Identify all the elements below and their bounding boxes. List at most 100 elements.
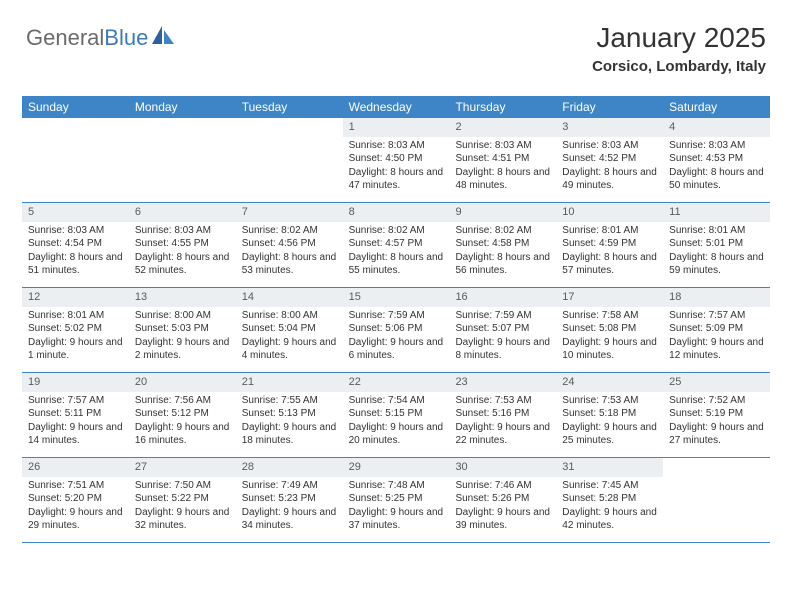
daylight-text: Daylight: 9 hours and 39 minutes.: [455, 506, 550, 533]
day-number: 10: [556, 203, 663, 222]
sunrise-text: Sunrise: 7:59 AM: [349, 309, 444, 323]
daylight-text: Daylight: 8 hours and 52 minutes.: [135, 251, 230, 278]
sunrise-text: Sunrise: 8:03 AM: [349, 139, 444, 153]
sunset-text: Sunset: 5:01 PM: [669, 237, 764, 251]
day-body: Sunrise: 8:03 AMSunset: 4:52 PMDaylight:…: [556, 139, 663, 197]
day-number: 30: [449, 458, 556, 477]
location: Corsico, Lombardy, Italy: [592, 58, 766, 75]
sunset-text: Sunset: 4:51 PM: [455, 152, 550, 166]
sunset-text: Sunset: 4:55 PM: [135, 237, 230, 251]
weekday-header-row: Sunday Monday Tuesday Wednesday Thursday…: [22, 96, 770, 118]
week-row: 26Sunrise: 7:51 AMSunset: 5:20 PMDayligh…: [22, 458, 770, 543]
sunset-text: Sunset: 5:28 PM: [562, 492, 657, 506]
daylight-text: Daylight: 8 hours and 53 minutes.: [242, 251, 337, 278]
sunrise-text: Sunrise: 7:49 AM: [242, 479, 337, 493]
day-body: Sunrise: 7:49 AMSunset: 5:23 PMDaylight:…: [236, 479, 343, 537]
day-cell: [22, 118, 129, 202]
day-cell: 6 Sunrise: 8:03 AMSunset: 4:55 PMDaylight…: [129, 203, 236, 287]
daylight-text: Daylight: 8 hours and 51 minutes.: [28, 251, 123, 278]
day-cell: 19Sunrise: 7:57 AMSunset: 5:11 PMDayligh…: [22, 373, 129, 457]
sunrise-text: Sunrise: 8:03 AM: [455, 139, 550, 153]
sunset-text: Sunset: 5:23 PM: [242, 492, 337, 506]
sunrise-text: Sunrise: 7:52 AM: [669, 394, 764, 408]
weeks-container: 1Sunrise: 8:03 AMSunset: 4:50 PMDaylight…: [22, 118, 770, 543]
day-number: 19: [22, 373, 129, 392]
sunrise-text: Sunrise: 8:01 AM: [562, 224, 657, 238]
daylight-text: Daylight: 8 hours and 57 minutes.: [562, 251, 657, 278]
sunset-text: Sunset: 5:11 PM: [28, 407, 123, 421]
day-number: 20: [129, 373, 236, 392]
daylight-text: Daylight: 8 hours and 47 minutes.: [349, 166, 444, 193]
day-cell: 22Sunrise: 7:54 AMSunset: 5:15 PMDayligh…: [343, 373, 450, 457]
daylight-text: Daylight: 9 hours and 34 minutes.: [242, 506, 337, 533]
daylight-text: Daylight: 9 hours and 16 minutes.: [135, 421, 230, 448]
day-number: 18: [663, 288, 770, 307]
sunset-text: Sunset: 4:53 PM: [669, 152, 764, 166]
day-number: 23: [449, 373, 556, 392]
day-number: 27: [129, 458, 236, 477]
day-cell: 28Sunrise: 7:49 AMSunset: 5:23 PMDayligh…: [236, 458, 343, 542]
day-number: 3: [556, 118, 663, 137]
sunset-text: Sunset: 5:18 PM: [562, 407, 657, 421]
day-cell: 2Sunrise: 8:03 AMSunset: 4:51 PMDaylight…: [449, 118, 556, 202]
day-number: 13: [129, 288, 236, 307]
sunset-text: Sunset: 5:12 PM: [135, 407, 230, 421]
sunset-text: Sunset: 5:25 PM: [349, 492, 444, 506]
day-body: Sunrise: 7:51 AMSunset: 5:20 PMDaylight:…: [22, 479, 129, 537]
sunrise-text: Sunrise: 8:03 AM: [135, 224, 230, 238]
sunrise-text: Sunrise: 8:00 AM: [135, 309, 230, 323]
sunrise-text: Sunrise: 8:00 AM: [242, 309, 337, 323]
sunset-text: Sunset: 4:50 PM: [349, 152, 444, 166]
day-body: Sunrise: 8:03 AMSunset: 4:55 PMDaylight:…: [129, 224, 236, 282]
sunset-text: Sunset: 4:57 PM: [349, 237, 444, 251]
sunrise-text: Sunrise: 7:59 AM: [455, 309, 550, 323]
day-body: Sunrise: 8:03 AMSunset: 4:53 PMDaylight:…: [663, 139, 770, 197]
day-cell: [129, 118, 236, 202]
day-number: 11: [663, 203, 770, 222]
day-number: 14: [236, 288, 343, 307]
day-number: 6: [129, 203, 236, 222]
sunrise-text: Sunrise: 7:58 AM: [562, 309, 657, 323]
daylight-text: Daylight: 9 hours and 18 minutes.: [242, 421, 337, 448]
day-cell: 14Sunrise: 8:00 AMSunset: 5:04 PMDayligh…: [236, 288, 343, 372]
header-right: January 2025 Corsico, Lombardy, Italy: [592, 22, 766, 75]
daylight-text: Daylight: 8 hours and 56 minutes.: [455, 251, 550, 278]
weekday-header: Saturday: [663, 96, 770, 118]
day-body: Sunrise: 7:59 AMSunset: 5:07 PMDaylight:…: [449, 309, 556, 367]
sunrise-text: Sunrise: 7:57 AM: [669, 309, 764, 323]
day-body: Sunrise: 8:02 AMSunset: 4:58 PMDaylight:…: [449, 224, 556, 282]
daylight-text: Daylight: 9 hours and 37 minutes.: [349, 506, 444, 533]
day-cell: 30 Sunrise: 7:46 AMSunset: 5:26 PMDayligh…: [449, 458, 556, 542]
sunrise-text: Sunrise: 7:50 AM: [135, 479, 230, 493]
day-cell: 11Sunrise: 8:01 AMSunset: 5:01 PMDayligh…: [663, 203, 770, 287]
day-number: 2: [449, 118, 556, 137]
day-body: Sunrise: 7:56 AMSunset: 5:12 PMDaylight:…: [129, 394, 236, 452]
day-cell: 12Sunrise: 8:01 AMSunset: 5:02 PMDayligh…: [22, 288, 129, 372]
sunset-text: Sunset: 5:09 PM: [669, 322, 764, 336]
daylight-text: Daylight: 9 hours and 8 minutes.: [455, 336, 550, 363]
daylight-text: Daylight: 9 hours and 25 minutes.: [562, 421, 657, 448]
sunrise-text: Sunrise: 7:53 AM: [562, 394, 657, 408]
day-cell: 29Sunrise: 7:48 AMSunset: 5:25 PMDayligh…: [343, 458, 450, 542]
daylight-text: Daylight: 9 hours and 2 minutes.: [135, 336, 230, 363]
daylight-text: Daylight: 8 hours and 49 minutes.: [562, 166, 657, 193]
day-cell: 25Sunrise: 7:52 AMSunset: 5:19 PMDayligh…: [663, 373, 770, 457]
day-body: Sunrise: 8:03 AMSunset: 4:50 PMDaylight:…: [343, 139, 450, 197]
sunset-text: Sunset: 5:06 PM: [349, 322, 444, 336]
sunset-text: Sunset: 4:52 PM: [562, 152, 657, 166]
day-cell: 13Sunrise: 8:00 AMSunset: 5:03 PMDayligh…: [129, 288, 236, 372]
day-body: Sunrise: 8:02 AMSunset: 4:57 PMDaylight:…: [343, 224, 450, 282]
daylight-text: Daylight: 9 hours and 4 minutes.: [242, 336, 337, 363]
day-body: Sunrise: 7:46 AMSunset: 5:26 PMDaylight:…: [449, 479, 556, 537]
sunset-text: Sunset: 4:54 PM: [28, 237, 123, 251]
weekday-header: Monday: [129, 96, 236, 118]
day-number: 24: [556, 373, 663, 392]
sunrise-text: Sunrise: 7:55 AM: [242, 394, 337, 408]
day-cell: 9Sunrise: 8:02 AMSunset: 4:58 PMDaylight…: [449, 203, 556, 287]
sunset-text: Sunset: 5:13 PM: [242, 407, 337, 421]
sunrise-text: Sunrise: 7:54 AM: [349, 394, 444, 408]
day-body: Sunrise: 8:02 AMSunset: 4:56 PMDaylight:…: [236, 224, 343, 282]
sunrise-text: Sunrise: 8:02 AM: [242, 224, 337, 238]
week-row: 5Sunrise: 8:03 AMSunset: 4:54 PMDaylight…: [22, 203, 770, 288]
day-number: 4: [663, 118, 770, 137]
